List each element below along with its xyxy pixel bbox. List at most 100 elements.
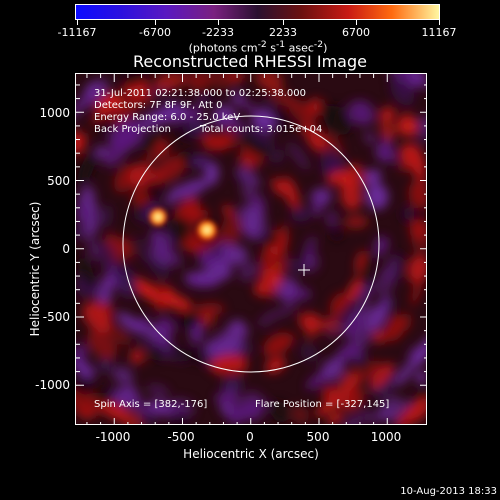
xtick-label: -500 bbox=[167, 430, 195, 444]
image-texture-blob bbox=[257, 309, 281, 327]
image-texture-blob bbox=[287, 141, 310, 170]
image-texture-blob bbox=[222, 242, 241, 261]
image-texture-blob bbox=[380, 132, 397, 165]
image-texture-blob bbox=[378, 106, 396, 123]
time-range-text: 31-Jul-2011 02:21:38.000 to 02:25:38.000 bbox=[94, 88, 306, 99]
image-texture-blob bbox=[394, 360, 416, 386]
image-texture-blob bbox=[361, 408, 378, 424]
image-texture-blob bbox=[379, 120, 397, 141]
image-texture-blob bbox=[97, 239, 119, 274]
colorbar-tick bbox=[77, 20, 78, 25]
image-texture-blob bbox=[76, 375, 94, 397]
image-texture-blob bbox=[372, 330, 386, 344]
image-texture-blob bbox=[403, 206, 414, 221]
image-texture-blob bbox=[153, 74, 187, 91]
image-texture-blob bbox=[197, 265, 232, 284]
image-texture-blob bbox=[186, 74, 211, 92]
image-plot: 31-Jul-2011 02:21:38.000 to 02:25:38.000… bbox=[75, 73, 427, 425]
image-texture-blob bbox=[305, 318, 325, 339]
image-texture-blob bbox=[329, 292, 350, 316]
image-texture-blob bbox=[138, 133, 163, 152]
image-texture-blob bbox=[409, 219, 426, 240]
image-texture-blob bbox=[408, 181, 426, 209]
image-texture-blob bbox=[135, 236, 150, 264]
flare-source bbox=[196, 219, 218, 241]
image-texture-blob bbox=[312, 196, 322, 217]
image-texture-blob bbox=[407, 396, 426, 422]
image-texture-blob bbox=[87, 330, 118, 359]
image-texture-blob bbox=[112, 262, 138, 293]
rhessi-image bbox=[76, 74, 426, 424]
image-texture-blob bbox=[131, 190, 150, 206]
image-texture-blob bbox=[230, 91, 246, 105]
image-texture-blob bbox=[243, 205, 267, 240]
image-texture-blob bbox=[349, 388, 366, 404]
colorbar-tick bbox=[218, 20, 219, 25]
image-texture-blob bbox=[312, 134, 333, 153]
image-texture-blob bbox=[95, 286, 113, 304]
image-texture-blob bbox=[288, 99, 316, 125]
colorbar-tick bbox=[439, 20, 440, 25]
image-texture-blob bbox=[154, 329, 172, 350]
image-texture-blob bbox=[237, 155, 256, 169]
image-texture-blob bbox=[343, 342, 365, 363]
ytick-label: 0 bbox=[62, 242, 70, 256]
image-texture-blob bbox=[278, 295, 301, 318]
image-texture-blob bbox=[241, 186, 254, 201]
image-texture-blob bbox=[235, 343, 254, 357]
image-texture-blob bbox=[102, 205, 111, 227]
method-text: Back Projection bbox=[94, 124, 171, 135]
image-texture-blob bbox=[415, 370, 426, 384]
image-texture-blob bbox=[284, 258, 304, 274]
xtick-label: 500 bbox=[306, 430, 330, 444]
detectors-text: Detectors: 7F 8F 9F, Att 0 bbox=[94, 100, 223, 111]
image-texture-blob bbox=[228, 319, 246, 336]
energy-range-text: Energy Range: 6.0 - 25.0 keV bbox=[94, 112, 241, 123]
image-texture-blob bbox=[261, 99, 277, 112]
colorbar-tick-label: -11167 bbox=[57, 26, 97, 39]
image-texture-blob bbox=[321, 358, 345, 381]
x-axis-label: Heliocentric X (arcsec) bbox=[183, 447, 319, 461]
image-texture-blob bbox=[327, 411, 344, 424]
image-texture-blob bbox=[272, 177, 285, 196]
image-texture-blob bbox=[206, 74, 241, 89]
image-texture-blob bbox=[410, 276, 423, 307]
image-texture-blob bbox=[214, 117, 247, 130]
image-texture-blob bbox=[255, 74, 284, 91]
image-texture-blob bbox=[194, 302, 225, 316]
image-texture-blob bbox=[146, 384, 170, 397]
image-texture-blob bbox=[151, 345, 165, 362]
image-texture-blob bbox=[215, 390, 240, 406]
colorbar-tick bbox=[283, 20, 284, 25]
image-texture-blob bbox=[265, 357, 286, 374]
image-texture-blob bbox=[164, 249, 183, 267]
image-texture-blob bbox=[263, 332, 293, 356]
image-texture-blob bbox=[110, 118, 140, 145]
image-texture-blob bbox=[282, 176, 300, 210]
image-texture-blob bbox=[413, 335, 426, 367]
image-texture-blob bbox=[221, 376, 243, 393]
image-texture-blob bbox=[204, 162, 219, 186]
image-texture-blob bbox=[77, 153, 96, 186]
image-texture-blob bbox=[364, 131, 375, 145]
colorbar-tick-label: 11167 bbox=[421, 26, 457, 39]
colorbar-tick-label: 2233 bbox=[269, 26, 297, 39]
image-texture-blob bbox=[183, 315, 196, 330]
image-texture-blob bbox=[269, 149, 285, 164]
ytick-label: 1000 bbox=[39, 106, 70, 120]
image-texture-blob bbox=[346, 100, 370, 125]
image-texture-blob bbox=[302, 253, 320, 273]
image-texture-blob bbox=[184, 239, 211, 252]
image-texture-blob bbox=[76, 201, 91, 224]
image-texture-blob bbox=[132, 277, 160, 302]
image-texture-blob bbox=[374, 235, 386, 258]
image-texture-blob bbox=[155, 320, 177, 334]
image-texture-blob bbox=[109, 104, 137, 128]
image-texture-blob bbox=[369, 362, 394, 390]
ytick-label: -500 bbox=[42, 310, 70, 324]
image-texture-blob bbox=[343, 414, 364, 424]
image-texture-blob bbox=[93, 99, 110, 115]
image-texture-blob bbox=[201, 133, 230, 151]
image-texture-blob bbox=[254, 281, 270, 297]
spin-axis-text: Spin Axis = [382,-176] bbox=[94, 399, 208, 410]
